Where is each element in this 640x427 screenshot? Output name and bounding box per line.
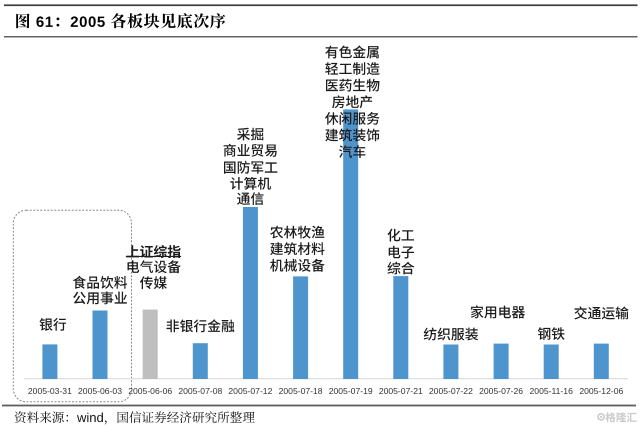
svg-text:2005-12-06: 2005-12-06	[579, 386, 623, 396]
svg-text:2005-07-12: 2005-07-12	[228, 386, 272, 396]
svg-text:2005-06-06: 2005-06-06	[128, 386, 172, 396]
svg-text:2005-06-03: 2005-06-03	[78, 386, 122, 396]
svg-text:2005-07-18: 2005-07-18	[279, 386, 323, 396]
svg-text:2005-03-31: 2005-03-31	[28, 386, 72, 396]
svg-text:2005-07-19: 2005-07-19	[329, 386, 373, 396]
svg-text:2005-07-26: 2005-07-26	[479, 386, 523, 396]
svg-text:2005-07-08: 2005-07-08	[178, 386, 222, 396]
svg-text:2005-07-21: 2005-07-21	[379, 386, 423, 396]
svg-text:2005-07-22: 2005-07-22	[429, 386, 473, 396]
svg-text:2005-11-16: 2005-11-16	[530, 386, 574, 396]
